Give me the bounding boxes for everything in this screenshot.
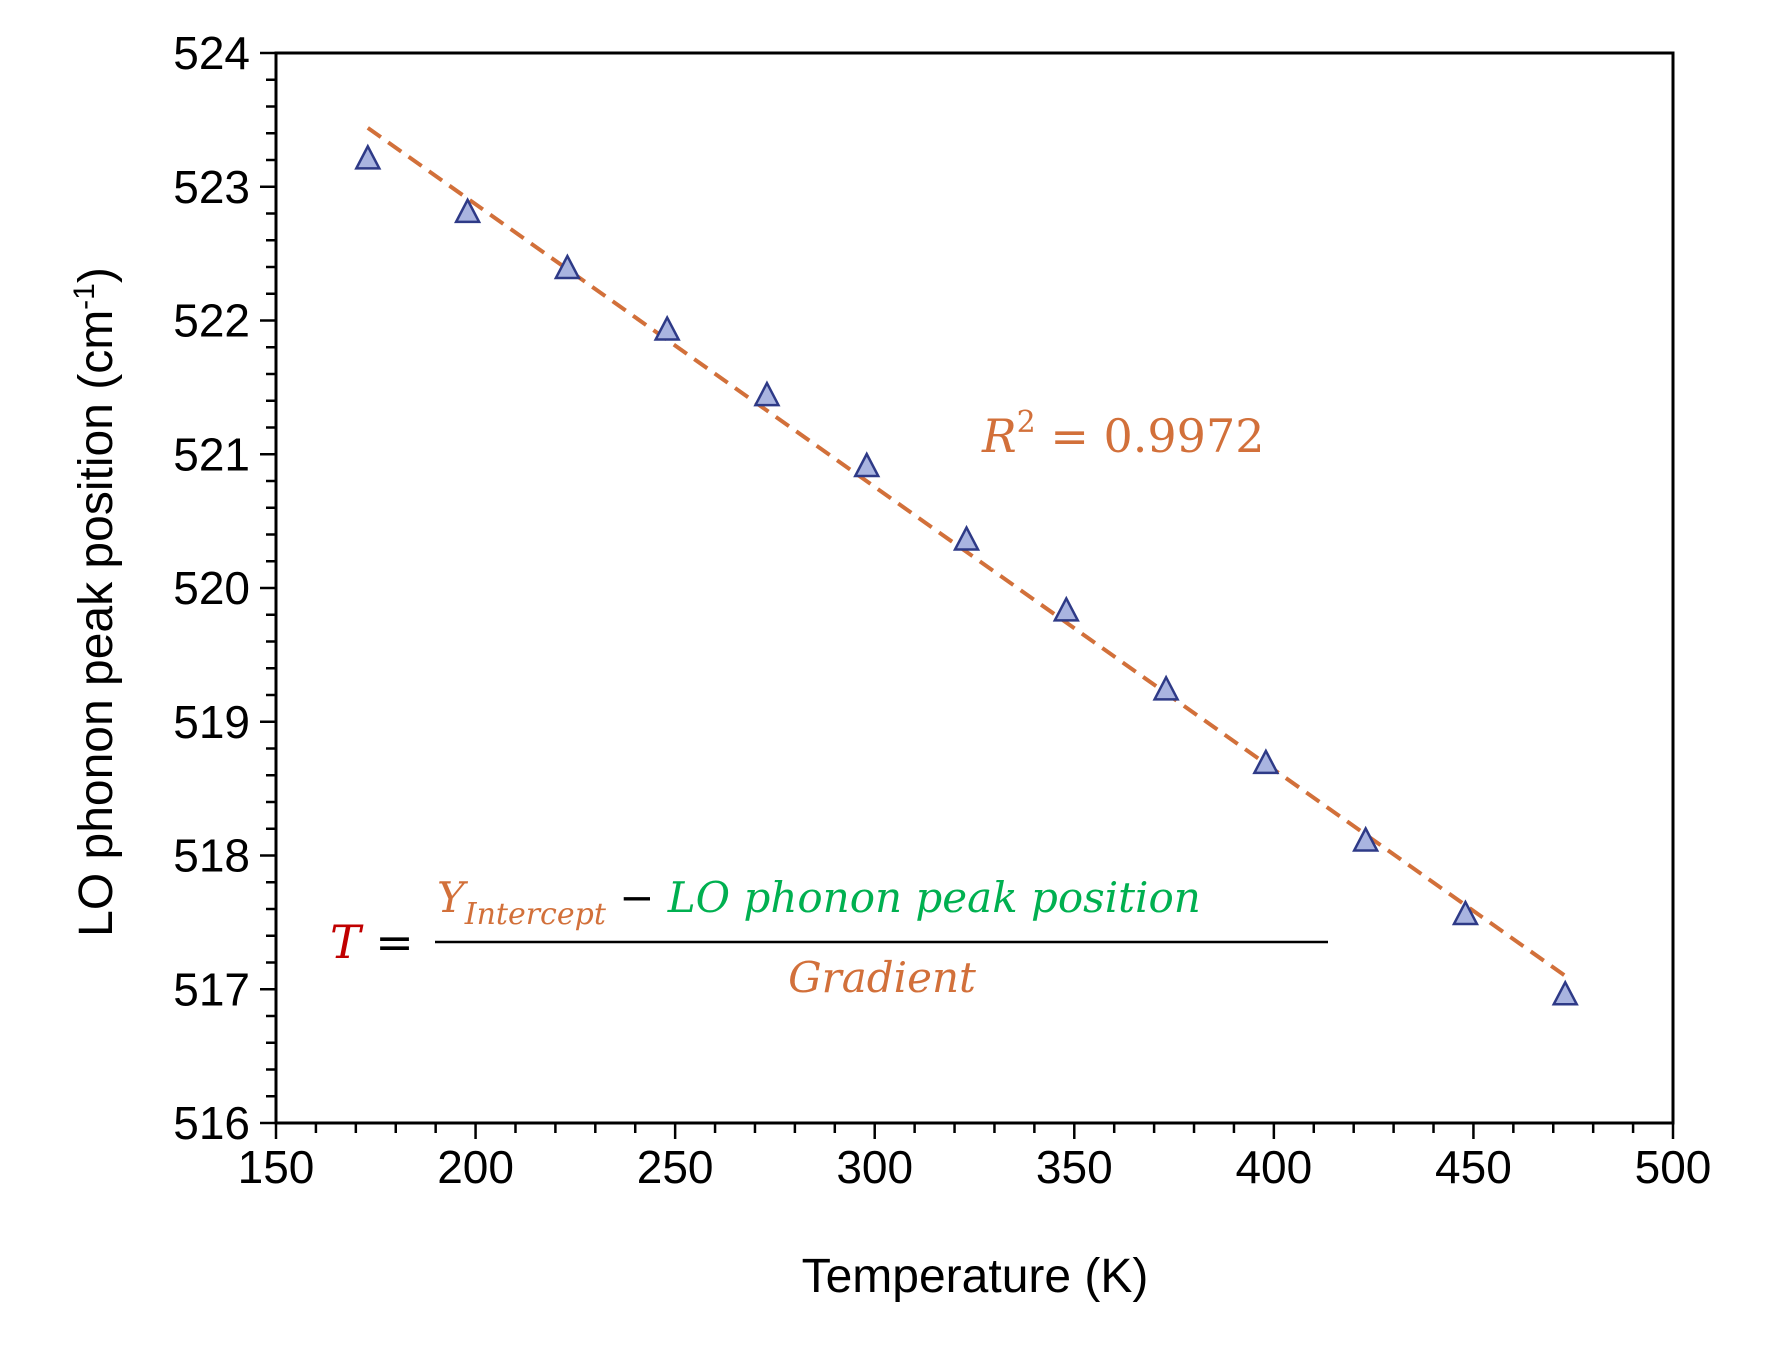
y-tick-label: 518 <box>173 830 250 882</box>
x-tick-label: 150 <box>238 1141 315 1193</box>
formula-numerator: YIntercept − LO phonon peak position <box>437 873 1201 932</box>
trendline <box>366 126 1567 978</box>
y-tick-label: 524 <box>173 27 250 79</box>
data-point <box>1451 899 1480 926</box>
y-tick-label: 523 <box>173 161 250 213</box>
data-points <box>354 143 1579 1006</box>
y-tick-label: 521 <box>173 428 250 480</box>
data-point <box>1152 674 1180 701</box>
formula-lhs: T = <box>330 915 414 969</box>
r-squared-annotation: R2 = 0.9972 <box>981 405 1264 463</box>
data-point <box>553 253 581 280</box>
data-point <box>354 143 382 170</box>
x-tick-label: 500 <box>1635 1141 1712 1193</box>
x-tick-label: 200 <box>437 1141 514 1193</box>
data-point <box>952 524 981 551</box>
data-point <box>1052 595 1080 622</box>
data-point <box>753 380 781 407</box>
temperature-formula: T = YIntercept − LO phonon peak position… <box>330 873 1328 1002</box>
y-tick-label: 516 <box>173 1097 250 1149</box>
y-tick-label: 522 <box>173 295 250 347</box>
data-point <box>853 451 881 478</box>
formula-denominator: Gradient <box>788 953 976 1002</box>
x-tick-label: 300 <box>836 1141 913 1193</box>
data-point <box>1352 825 1380 852</box>
x-tick-label: 400 <box>1235 1141 1312 1193</box>
x-tick-label: 350 <box>1036 1141 1113 1193</box>
y-tick-label: 517 <box>173 963 250 1015</box>
tick-labels: 150 200 250 300 350 400 450 500 516 517 518 519 520 5… <box>173 27 1711 1193</box>
data-point <box>1252 748 1280 775</box>
axis-ticks <box>260 51 1675 1139</box>
x-tick-label: 450 <box>1435 1141 1512 1193</box>
y-tick-label: 519 <box>173 696 250 748</box>
data-point <box>454 197 482 224</box>
plot-frame <box>274 51 1675 1125</box>
y-tick-label: 520 <box>173 562 250 614</box>
y-axis-title: LO phonon peak position (cm-1) <box>68 267 123 937</box>
data-point <box>1551 979 1579 1006</box>
x-axis-title: Temperature (K) <box>802 1250 1149 1303</box>
data-point <box>653 314 681 341</box>
x-tick-label: 250 <box>637 1141 714 1193</box>
